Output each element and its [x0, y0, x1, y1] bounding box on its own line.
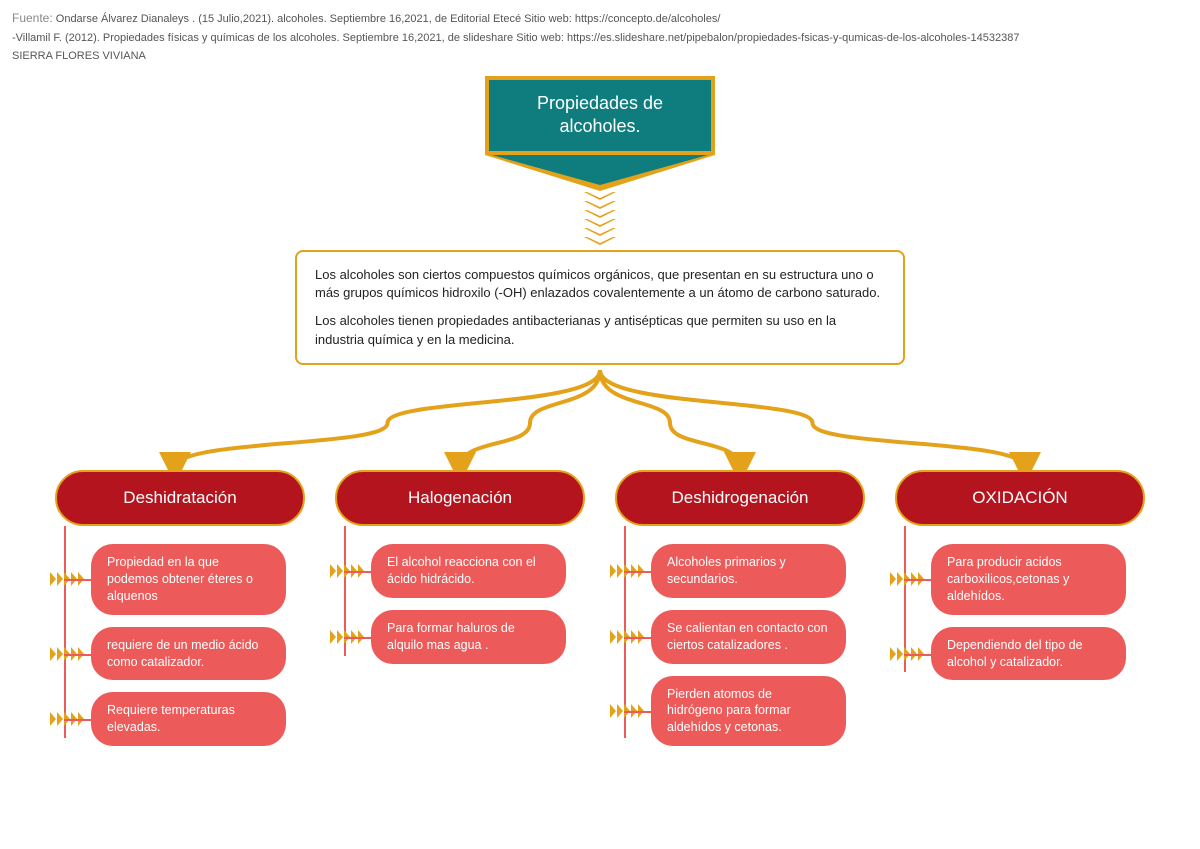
- sub-items-wrap: El alcohol reacciona con el ácido hidrác…: [330, 544, 590, 676]
- chevron-right-icon: [617, 630, 623, 644]
- sub-item-pill: Para formar haluros de alquilo mas agua …: [371, 610, 566, 664]
- author-name: SIERRA FLORES VIVIANA: [12, 47, 1019, 66]
- category-header: Deshidratación: [55, 470, 305, 526]
- sub-item-pill: Se calientan en contacto con ciertos cat…: [651, 610, 846, 664]
- description-p1: Los alcoholes son ciertos compuestos quí…: [315, 266, 885, 302]
- category-column: Halogenación El alcohol reacciona con el …: [330, 470, 590, 758]
- chevron-right-icon: [50, 572, 56, 586]
- chevron-right-icon: [337, 564, 343, 578]
- chevron-right-icon: [610, 564, 616, 578]
- title-text: Propiedades de alcoholes.: [485, 76, 715, 155]
- chevron-down-icon: [584, 228, 616, 236]
- sub-item: requiere de un medio ácido como cataliza…: [50, 627, 310, 681]
- connector-hline: [624, 711, 652, 713]
- chevron-right-icon: [890, 572, 896, 586]
- sub-item-pill: Pierden atomos de hidrógeno para formar …: [651, 676, 846, 747]
- chevron-right-icon: [50, 647, 56, 661]
- fuente-label: Fuente:: [12, 11, 53, 25]
- sub-item: Requiere temperaturas elevadas.: [50, 692, 310, 746]
- category-column: Deshidratación Propiedad en la que podemo…: [50, 470, 310, 758]
- connector-hline: [64, 654, 92, 656]
- description-p2: Los alcoholes tienen propiedades antibac…: [315, 312, 885, 348]
- chevron-right-icon: [50, 712, 56, 726]
- connector-hline: [904, 654, 932, 656]
- connector-hline: [64, 719, 92, 721]
- category-column: OXIDACIÓN Para producir acidos carboxilic…: [890, 470, 1150, 758]
- chevron-right-icon: [890, 647, 896, 661]
- sub-item: Alcoholes primarios y secundarios.: [610, 544, 870, 598]
- chevron-right-icon: [617, 704, 623, 718]
- sub-item: Pierden atomos de hidrógeno para formar …: [610, 676, 870, 747]
- chevron-right-icon: [330, 564, 336, 578]
- chevron-right-icon: [57, 712, 63, 726]
- categories-row: Deshidratación Propiedad en la que podemo…: [0, 470, 1200, 758]
- chevron-down-icon: [584, 192, 616, 200]
- connector-hline: [344, 571, 372, 573]
- chevron-right-icon: [610, 704, 616, 718]
- chevron-right-icon: [897, 572, 903, 586]
- sub-item-pill: requiere de un medio ácido como cataliza…: [91, 627, 286, 681]
- chevron-right-icon: [610, 630, 616, 644]
- sub-items-wrap: Propiedad en la que podemos obtener éter…: [50, 544, 310, 758]
- sub-item: Se calientan en contacto con ciertos cat…: [610, 610, 870, 664]
- category-column: Deshidrogenación Alcoholes primarios y se…: [610, 470, 870, 758]
- description-box: Los alcoholes son ciertos compuestos quí…: [295, 250, 905, 365]
- chevron-right-icon: [617, 564, 623, 578]
- chevron-right-icon: [897, 647, 903, 661]
- connector-hline: [624, 637, 652, 639]
- reference-2: -Villamil F. (2012). Propiedades físicas…: [12, 29, 1019, 48]
- chevron-down-icon: [584, 237, 616, 245]
- category-header: OXIDACIÓN: [895, 470, 1145, 526]
- chevron-down-icon: [584, 210, 616, 218]
- sub-item-pill: Dependiendo del tipo de alcohol y catali…: [931, 627, 1126, 681]
- sub-item: Para producir acidos carboxilicos,cetona…: [890, 544, 1150, 615]
- references-block: Fuente: Ondarse Álvarez Dianaleys . (15 …: [12, 8, 1019, 66]
- connector-hline: [344, 637, 372, 639]
- connector-hline: [64, 579, 92, 581]
- sub-item-pill: Para producir acidos carboxilicos,cetona…: [931, 544, 1126, 615]
- sub-item-pill: El alcohol reacciona con el ácido hidrác…: [371, 544, 566, 598]
- title-banner: Propiedades de alcoholes.: [485, 76, 715, 191]
- chevron-down-stack: [584, 192, 616, 246]
- title-arrow-icon: [485, 155, 715, 191]
- sub-item-pill: Propiedad en la que podemos obtener éter…: [91, 544, 286, 615]
- sub-items-wrap: Para producir acidos carboxilicos,cetona…: [890, 544, 1150, 692]
- chevron-down-icon: [584, 201, 616, 209]
- sub-item-pill: Alcoholes primarios y secundarios.: [651, 544, 846, 598]
- sub-item-pill: Requiere temperaturas elevadas.: [91, 692, 286, 746]
- connector-hline: [904, 579, 932, 581]
- chevron-right-icon: [330, 630, 336, 644]
- chevron-right-icon: [57, 572, 63, 586]
- category-header: Deshidrogenación: [615, 470, 865, 526]
- sub-items-wrap: Alcoholes primarios y secundarios. Se cal…: [610, 544, 870, 758]
- chevron-down-icon: [584, 219, 616, 227]
- reference-1: Ondarse Álvarez Dianaleys . (15 Julio,20…: [56, 13, 721, 25]
- connector-hline: [624, 571, 652, 573]
- sub-item: Para formar haluros de alquilo mas agua …: [330, 610, 590, 664]
- sub-item: Propiedad en la que podemos obtener éter…: [50, 544, 310, 615]
- sub-item: El alcohol reacciona con el ácido hidrác…: [330, 544, 590, 598]
- chevron-right-icon: [337, 630, 343, 644]
- category-header: Halogenación: [335, 470, 585, 526]
- chevron-right-icon: [57, 647, 63, 661]
- sub-item: Dependiendo del tipo de alcohol y catali…: [890, 627, 1150, 681]
